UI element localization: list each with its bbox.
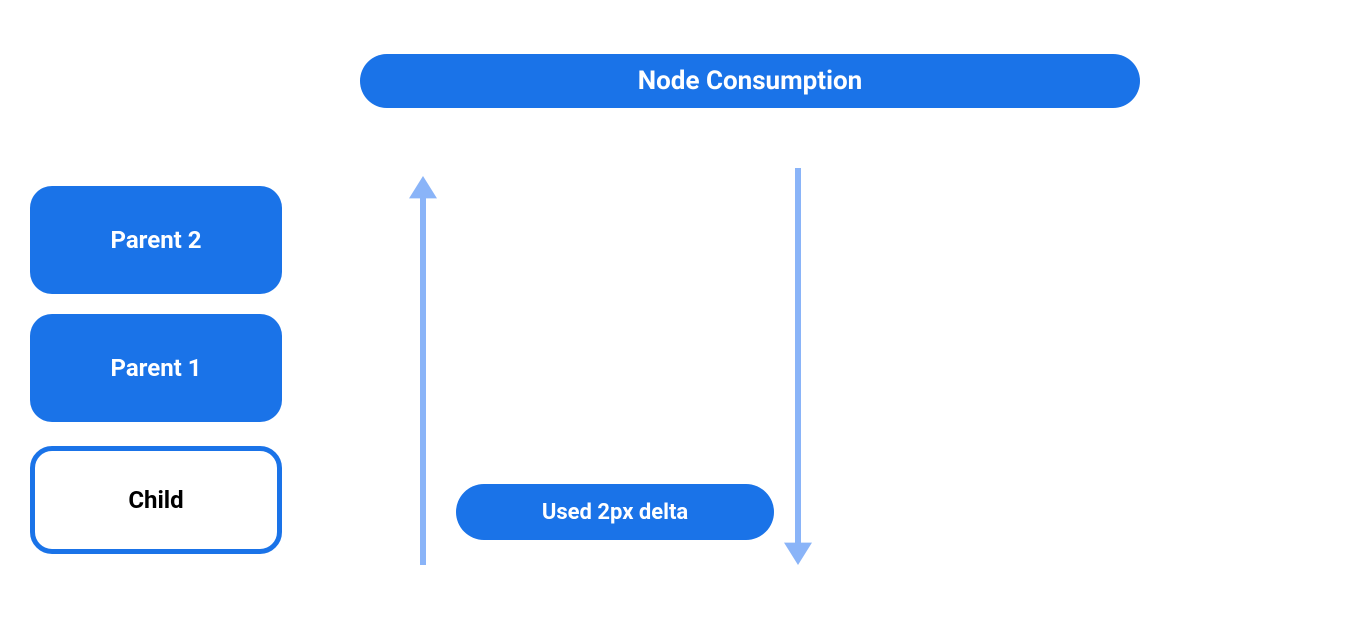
child-label: Child [128,486,183,514]
delta-label: Used 2px delta [542,500,688,525]
parent1-label: Parent 1 [110,354,201,382]
up-arrow-icon [407,176,439,565]
delta-pill: Used 2px delta [456,484,774,540]
parent2-node: Parent 2 [30,186,282,294]
parent2-label: Parent 2 [110,226,201,254]
down-arrow-icon [782,168,814,565]
header-pill: Node Consumption [360,54,1140,108]
header-label: Node Consumption [638,66,862,96]
child-node: Child [30,446,282,554]
parent1-node: Parent 1 [30,314,282,422]
